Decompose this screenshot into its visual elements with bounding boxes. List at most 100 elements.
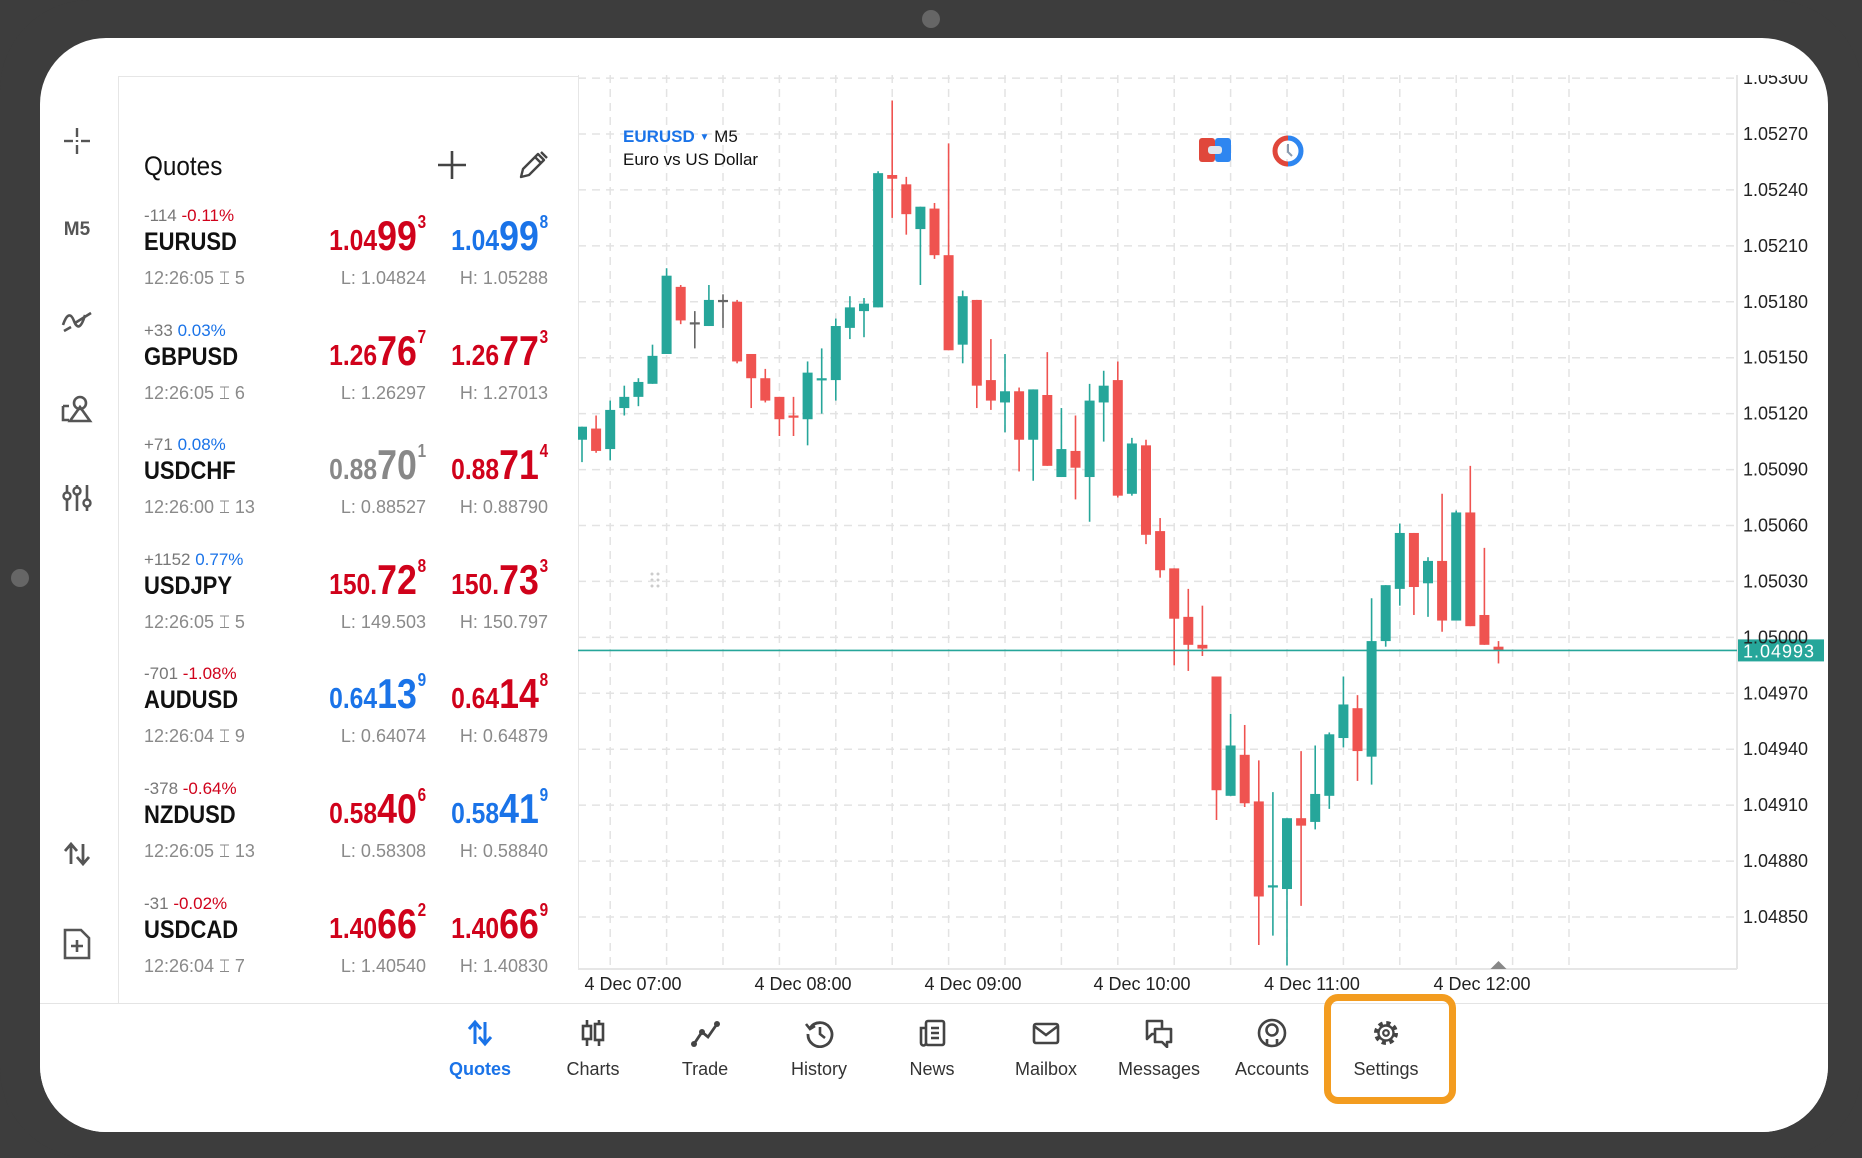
quote-time-spread: 12:26:05 ⌶ 5: [144, 268, 245, 289]
candle-body: [1380, 585, 1391, 642]
ask-price[interactable]: 1.04998: [451, 212, 548, 260]
bid-price[interactable]: 1.26767: [329, 327, 426, 375]
time-tick-label: 4 Dec 12:00: [1433, 974, 1530, 994]
nav-news[interactable]: News: [877, 1004, 987, 1124]
quote-spread: 6: [234, 382, 245, 403]
bid-price-pips: 72: [376, 555, 417, 603]
quote-time: 12:26:04: [144, 955, 215, 976]
candle-body: [1267, 885, 1278, 888]
nav-trade[interactable]: Trade: [650, 1004, 760, 1124]
nav-messages[interactable]: Messages: [1104, 1004, 1214, 1124]
quote-row[interactable]: -114 -0.11% EURUSD 12:26:05 ⌶ 5 1.04993 1.04…: [119, 206, 579, 320]
ask-price[interactable]: 1.40669: [451, 900, 548, 948]
price-tick-label: 1.05270: [1743, 124, 1808, 144]
bid-price[interactable]: 1.40662: [329, 900, 426, 948]
price-tick-label: 1.05030: [1743, 571, 1808, 591]
bid-price-pips: 76: [376, 326, 417, 374]
candle-body: [1112, 380, 1123, 496]
current-price-label: 1.04993: [1743, 641, 1815, 661]
ask-price-fraction: 3: [539, 555, 548, 576]
bid-price-prefix: 1.26: [328, 339, 377, 372]
chart-symbol-header[interactable]: EURUSD ▼ M5: [623, 127, 738, 147]
quote-symbol: AUDUSD: [144, 686, 239, 715]
quote-row[interactable]: -31 -0.02% USDCAD 12:26:04 ⌶ 7 1.40662 1.406…: [119, 894, 579, 1008]
spread-icon: ⌶: [219, 841, 230, 861]
current-time-marker: [1490, 961, 1507, 969]
account-icon: [1257, 1018, 1287, 1048]
new-order-button[interactable]: [56, 923, 98, 965]
quote-row[interactable]: -378 -0.64% NZDUSD 12:26:05 ⌶ 13 0.58406 0.5…: [119, 779, 579, 893]
candle-body: [985, 380, 996, 401]
chart-symbol-description: Euro vs US Dollar: [623, 150, 759, 169]
bid-price-fraction: 3: [417, 212, 426, 232]
edit-symbols-button[interactable]: [511, 143, 555, 187]
chart-settings-button[interactable]: [56, 477, 98, 519]
objects-button[interactable]: [56, 388, 98, 430]
ask-price-prefix: 1.40: [450, 912, 499, 945]
day-low: L: 0.88527: [340, 497, 426, 518]
quote-row[interactable]: +1152 0.77% USDJPY 12:26:05 ⌶ 5 150.728 150.…: [119, 550, 579, 664]
bid-price[interactable]: 0.88701: [329, 441, 426, 489]
nav-label: Quotes: [448, 1059, 511, 1079]
bid-price[interactable]: 0.64139: [329, 670, 426, 718]
symbol-dropdown-icon[interactable]: ▼: [699, 132, 710, 143]
quote-time-spread: 12:26:04 ⌶ 7: [144, 956, 245, 977]
ask-price-pips: 99: [498, 212, 539, 259]
day-high: H: 1.40830: [459, 955, 548, 976]
day-low: L: 0.58308: [340, 841, 426, 861]
nav-charts[interactable]: Charts: [538, 1004, 648, 1124]
one-click-trading-panel-button[interactable]: [1198, 137, 1232, 168]
candlestick-chart[interactable]: 1.05300 1.05270 1.05240 1.05210 1.05180 1.051…: [578, 75, 1828, 1041]
nav-quotes[interactable]: Quotes: [425, 1004, 535, 1124]
bid-price[interactable]: 0.58406: [329, 785, 426, 833]
timeframe-button[interactable]: M5: [63, 219, 91, 240]
nav-accounts[interactable]: Accounts: [1217, 1004, 1327, 1124]
ask-price-prefix: 1.04: [450, 225, 499, 257]
side-sensor-dot: [11, 569, 29, 587]
chart-symbol[interactable]: EURUSD: [623, 127, 695, 146]
indicators-button[interactable]: [56, 298, 98, 340]
bottom-navigation: Quotes Charts Trade History News Mailbox Messa…: [40, 994, 1828, 1132]
ask-price[interactable]: 0.88714: [451, 441, 548, 489]
nav-settings[interactable]: Settings: [1331, 1004, 1441, 1124]
ask-price[interactable]: 0.58419: [451, 785, 548, 833]
price-tick-label: 1.04910: [1743, 795, 1808, 815]
candle-body: [830, 326, 841, 381]
day-low: L: 1.40540: [340, 955, 426, 976]
price-chart[interactable]: 1.05300 1.05270 1.05240 1.05210 1.05180 1.051…: [578, 75, 1828, 1041]
change-points: +33: [144, 320, 173, 340]
news-icon: [919, 1019, 946, 1047]
candle-body: [1352, 708, 1363, 752]
quote-row[interactable]: +33 0.03% GBPUSD 12:26:05 ⌶ 6 1.26767 1.2677…: [119, 321, 579, 435]
candle-body: [1324, 734, 1335, 796]
candle-body: [1423, 560, 1433, 584]
bid-price-fraction: 7: [417, 326, 426, 347]
candle-body: [1183, 616, 1194, 645]
ask-price-prefix: 150.: [450, 568, 499, 601]
bid-price-fraction: 8: [417, 555, 426, 576]
nav-history[interactable]: History: [764, 1004, 874, 1124]
time-tick-label: 4 Dec 08:00: [754, 974, 851, 994]
ask-price[interactable]: 150.733: [451, 556, 548, 604]
price-tick-label: 1.04940: [1743, 739, 1808, 759]
day-low: L: 1.04824: [340, 268, 426, 288]
nav-mailbox[interactable]: Mailbox: [991, 1004, 1101, 1124]
change-percent: 0.03%: [177, 320, 226, 340]
crosshair-button[interactable]: [56, 120, 98, 162]
add-symbol-button[interactable]: [430, 143, 474, 187]
ask-price[interactable]: 1.26773: [451, 327, 548, 375]
candle-body: [1338, 704, 1349, 739]
bid-price[interactable]: 1.04993: [329, 212, 426, 260]
candle-body: [971, 299, 982, 386]
quote-row[interactable]: -701 -1.08% AUDUSD 12:26:04 ⌶ 9 0.64139 0.64…: [119, 664, 579, 778]
bid-price-prefix: 150.: [328, 568, 377, 601]
one-click-trading-button[interactable]: [56, 833, 98, 875]
quote-row[interactable]: +71 0.08% USDCHF 12:26:00 ⌶ 13 0.88701 0.887…: [119, 435, 579, 549]
spread-icon: ⌶: [219, 497, 230, 518]
ask-price[interactable]: 0.64148: [451, 670, 548, 718]
trading-session-button[interactable]: [1272, 135, 1304, 172]
day-high: H: 1.05288: [459, 268, 548, 288]
bid-price[interactable]: 150.728: [329, 556, 426, 604]
messages-icon: [1145, 1019, 1173, 1048]
